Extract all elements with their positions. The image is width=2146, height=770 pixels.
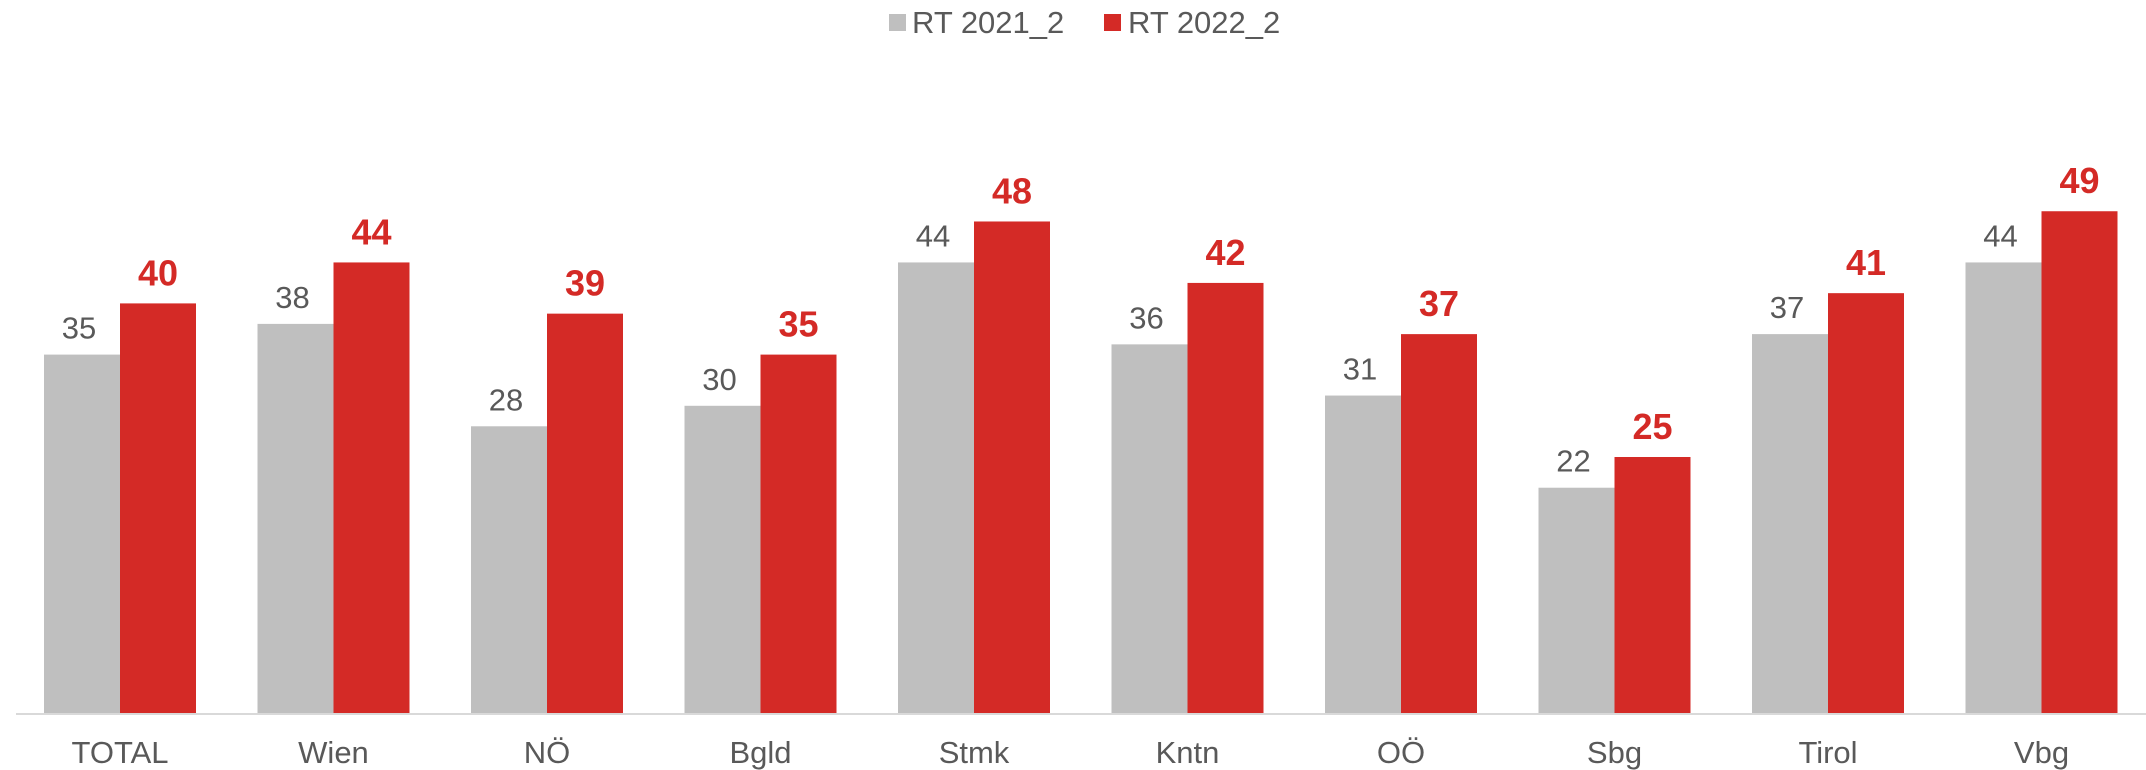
bar-rt-2021-TOTAL bbox=[44, 354, 120, 713]
legend-swatch-2 bbox=[1104, 14, 1121, 31]
legend: RT 2021_2 RT 2022_2 bbox=[889, 5, 1280, 40]
data-labels-group: 35 40 38 44 28 39 30 35 44 48 36 42 31 37 22 25 37 41 44 49 bbox=[62, 160, 2100, 478]
bar-rt-2022-Stmk bbox=[974, 221, 1050, 714]
data-label-rt-2022-Wien: 44 bbox=[351, 211, 391, 252]
x-tick-label-TOTAL: TOTAL bbox=[71, 735, 168, 770]
x-tick-label-OÖ: OÖ bbox=[1377, 735, 1425, 770]
x-tick-label-Vbg: Vbg bbox=[2014, 735, 2069, 770]
x-tick-label-Tirol: Tirol bbox=[1798, 735, 1857, 770]
bar-rt-2021-Sbg bbox=[1538, 487, 1615, 713]
data-label-rt-2022-Sbg: 25 bbox=[1632, 406, 1672, 447]
x-tick-label-NÖ: NÖ bbox=[524, 735, 571, 770]
bar-rt-2022-Bgld bbox=[760, 354, 837, 713]
bar-rt-2021-Tirol bbox=[1752, 334, 1828, 713]
data-label-rt-2021-Bgld: 30 bbox=[702, 362, 736, 397]
data-label-rt-2022-Tirol: 41 bbox=[1846, 242, 1886, 283]
bar-rt-2021-Bgld bbox=[684, 405, 761, 713]
bar-rt-2021-Wien bbox=[257, 323, 334, 713]
data-label-rt-2021-Wien: 38 bbox=[275, 280, 309, 315]
bar-rt-2022-Tirol bbox=[1828, 293, 1904, 713]
bars-group bbox=[44, 211, 2118, 714]
legend-label-1: RT 2021_2 bbox=[912, 5, 1064, 40]
data-label-rt-2021-NÖ: 28 bbox=[489, 382, 523, 417]
x-tick-label-Kntn: Kntn bbox=[1156, 735, 1220, 770]
legend-label-2: RT 2022_2 bbox=[1128, 5, 1280, 40]
bar-rt-2021-OÖ bbox=[1325, 395, 1401, 713]
bar-rt-2022-NÖ bbox=[547, 313, 623, 713]
x-tick-label-Stmk: Stmk bbox=[939, 735, 1010, 770]
data-label-rt-2021-Sbg: 22 bbox=[1556, 444, 1590, 479]
bar-rt-2021-NÖ bbox=[471, 426, 547, 713]
bar-rt-2022-Kntn bbox=[1187, 282, 1264, 713]
bar-rt-2022-Vbg bbox=[2041, 211, 2118, 714]
data-label-rt-2022-TOTAL: 40 bbox=[138, 252, 178, 293]
data-label-rt-2022-OÖ: 37 bbox=[1419, 283, 1459, 324]
x-tick-label-Bgld: Bgld bbox=[729, 735, 791, 770]
data-label-rt-2022-Bgld: 35 bbox=[778, 304, 818, 345]
data-label-rt-2022-Kntn: 42 bbox=[1205, 232, 1245, 273]
bar-rt-2022-Wien bbox=[333, 262, 410, 713]
data-label-rt-2021-Stmk: 44 bbox=[916, 218, 950, 253]
data-label-rt-2021-Tirol: 37 bbox=[1770, 290, 1804, 325]
data-label-rt-2021-TOTAL: 35 bbox=[62, 311, 96, 346]
x-axis-tick-labels: TOTAL Wien NÖ Bgld Stmk Kntn OÖ Sbg Tirol Vbg bbox=[71, 735, 2069, 770]
data-label-rt-2021-Kntn: 36 bbox=[1129, 300, 1163, 335]
data-label-rt-2022-Vbg: 49 bbox=[2059, 160, 2099, 201]
data-label-rt-2022-Stmk: 48 bbox=[992, 170, 1032, 211]
data-label-rt-2021-Vbg: 44 bbox=[1983, 218, 2017, 253]
bar-rt-2022-Sbg bbox=[1614, 457, 1691, 713]
data-label-rt-2021-OÖ: 31 bbox=[1343, 352, 1377, 387]
data-label-rt-2022-NÖ: 39 bbox=[565, 263, 605, 304]
bar-rt-2022-OÖ bbox=[1401, 334, 1477, 713]
bar-rt-2021-Stmk bbox=[898, 262, 974, 713]
bar-rt-2021-Kntn bbox=[1111, 344, 1188, 713]
legend-swatch-1 bbox=[889, 14, 906, 31]
bar-rt-2022-TOTAL bbox=[120, 303, 196, 713]
bar-rt-2021-Vbg bbox=[1965, 262, 2042, 713]
x-tick-label-Wien: Wien bbox=[298, 735, 369, 770]
x-tick-label-Sbg: Sbg bbox=[1587, 735, 1642, 770]
